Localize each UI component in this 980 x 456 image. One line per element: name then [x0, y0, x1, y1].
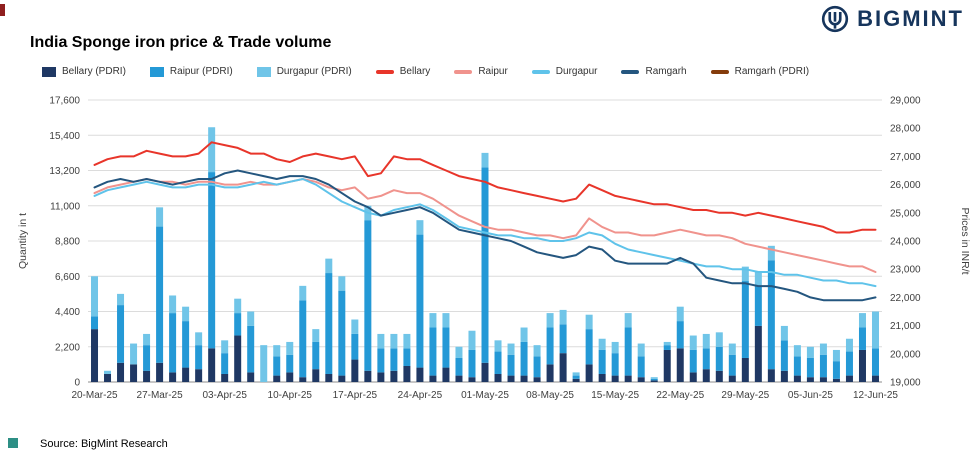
svg-text:24,000: 24,000 — [890, 237, 921, 248]
svg-text:20-Mar-25: 20-Mar-25 — [71, 390, 118, 401]
bigmint-logo-icon — [821, 5, 849, 33]
legend-item-durgapur-pdri: Durgapur (PDRI) — [256, 66, 352, 77]
svg-text:2,200: 2,200 — [55, 342, 80, 353]
svg-text:08-May-25: 08-May-25 — [526, 390, 574, 401]
svg-text:Quantity in t: Quantity in t — [17, 213, 29, 269]
legend-item-bellary: Bellary — [375, 66, 431, 77]
legend-label: Durgapur — [555, 66, 598, 77]
svg-text:28,000: 28,000 — [890, 124, 921, 135]
svg-text:05-Jun-25: 05-Jun-25 — [788, 390, 833, 401]
legend-swatch — [42, 66, 56, 77]
svg-text:25,000: 25,000 — [890, 208, 921, 219]
svg-text:15-May-25: 15-May-25 — [591, 390, 639, 401]
legend-label: Ramgarh (PDRI) — [734, 66, 810, 77]
legend-item-ramgarh: Ramgarh — [621, 66, 687, 77]
brand-name: BIGMINT — [857, 6, 964, 31]
page-title: India Sponge iron price & Trade volume — [30, 34, 332, 51]
svg-text:6,600: 6,600 — [55, 272, 80, 283]
svg-text:12-Jun-25: 12-Jun-25 — [853, 390, 898, 401]
legend-label: Raipur (PDRI) — [169, 66, 233, 77]
svg-text:29-May-25: 29-May-25 — [721, 390, 769, 401]
legend-label: Raipur — [478, 66, 508, 77]
svg-text:03-Apr-25: 03-Apr-25 — [202, 390, 247, 401]
legend-swatch — [375, 69, 394, 74]
svg-text:11,000: 11,000 — [50, 201, 80, 212]
svg-text:20,000: 20,000 — [890, 349, 921, 360]
chart-area: 0 2,200 4,400 6,600 8,800 11,000 13,200 15,400 1… — [10, 88, 971, 418]
svg-text:15,400: 15,400 — [49, 131, 80, 142]
svg-text:24-Apr-25: 24-Apr-25 — [398, 390, 443, 401]
legend-item-ramgarh-pdri: Ramgarh (PDRI) — [710, 66, 810, 77]
svg-text:01-May-25: 01-May-25 — [461, 390, 509, 401]
svg-text:23,000: 23,000 — [890, 265, 921, 276]
svg-text:13,200: 13,200 — [49, 166, 80, 177]
legend-label: Ramgarh — [645, 66, 687, 77]
corner-mark — [0, 4, 5, 16]
legend-label: Durgapur (PDRI) — [276, 66, 352, 77]
svg-text:17,600: 17,600 — [49, 96, 80, 107]
svg-text:19,000: 19,000 — [890, 378, 921, 389]
source-text: Source: BigMint Research — [40, 438, 168, 450]
legend-item-durgapur: Durgapur — [531, 66, 598, 77]
source-mark — [8, 438, 18, 448]
svg-text:29,000: 29,000 — [890, 96, 921, 107]
svg-text:22-May-25: 22-May-25 — [656, 390, 704, 401]
chart-legend: Bellary (PDRI) Raipur (PDRI) Durgapur (PDR… — [42, 66, 809, 77]
legend-swatch — [710, 69, 729, 74]
svg-text:8,800: 8,800 — [55, 237, 80, 248]
svg-text:0: 0 — [74, 378, 80, 389]
price-volume-chart: 0 2,200 4,400 6,600 8,800 11,000 13,200 15,400 1… — [17, 96, 971, 402]
svg-text:21,000: 21,000 — [890, 321, 921, 332]
svg-text:26,000: 26,000 — [890, 180, 921, 191]
legend-swatch — [621, 69, 640, 74]
legend-label: Bellary (PDRI) — [62, 66, 126, 77]
bigmint-logo: BIGMINT — [821, 5, 964, 33]
svg-text:17-Apr-25: 17-Apr-25 — [333, 390, 378, 401]
svg-text:Prices in INR/t: Prices in INR/t — [959, 207, 970, 274]
svg-text:22,000: 22,000 — [890, 293, 921, 304]
legend-swatch — [256, 66, 271, 77]
svg-text:27,000: 27,000 — [890, 152, 921, 163]
legend-swatch — [454, 69, 473, 74]
legend-swatch — [531, 69, 550, 74]
svg-text:27-Mar-25: 27-Mar-25 — [137, 390, 184, 401]
legend-item-raipur-pdri: Raipur (PDRI) — [149, 66, 233, 77]
legend-item-raipur: Raipur — [454, 66, 508, 77]
legend-item-bellary-pdri: Bellary (PDRI) — [42, 66, 126, 77]
svg-text:4,400: 4,400 — [55, 307, 80, 318]
legend-swatch — [149, 66, 164, 77]
svg-text:10-Apr-25: 10-Apr-25 — [268, 390, 313, 401]
legend-label: Bellary — [399, 66, 431, 77]
